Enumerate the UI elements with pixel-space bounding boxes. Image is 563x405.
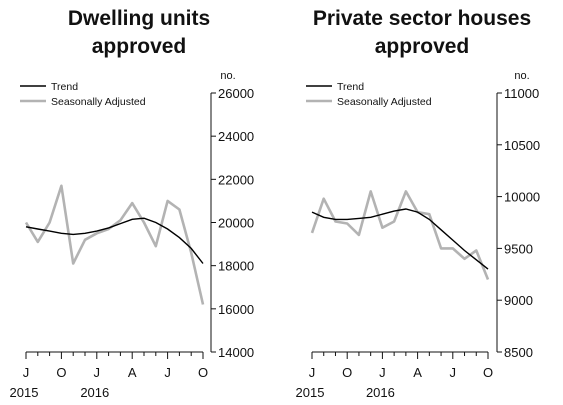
y-tick-label: 14000 <box>218 345 254 360</box>
y-tick-label: 10000 <box>504 190 540 205</box>
x-tick-label: J <box>309 365 316 380</box>
y-tick-label: 16000 <box>218 302 254 317</box>
legend-label-seasonally-adjusted: Seasonally Adjusted <box>337 96 432 108</box>
x-tick-label: J <box>379 365 386 380</box>
series-line-trend <box>311 208 489 270</box>
y-tick-label: 24000 <box>218 129 254 144</box>
legend-label-seasonally-adjusted: Seasonally Adjusted <box>51 96 146 108</box>
x-tick-label: J <box>450 365 457 380</box>
legend: Trend Seasonally Adjusted <box>306 81 432 108</box>
y-tick-label: 26000 <box>218 86 254 101</box>
y-axis: 11000 10500 10000 9500 9000 8500 <box>496 86 540 360</box>
unit-label: no. <box>220 70 235 82</box>
y-tick-label: 18000 <box>218 259 254 274</box>
legend-label-trend: Trend <box>337 81 364 93</box>
y-axis: 26000 24000 22000 20000 18000 16000 14000 <box>210 86 254 360</box>
plot-lines <box>24 184 205 305</box>
chart-title-line-2: approved <box>92 35 187 58</box>
x-tick-label: A <box>128 365 137 380</box>
y-tick-label: 9000 <box>504 293 533 308</box>
x-axis: J 2015 O J 2016 A J O <box>296 351 493 400</box>
chart-dwelling-units: Dwelling units approved no. Trend Season… <box>10 7 255 400</box>
y-tick-label: 20000 <box>218 216 254 231</box>
x-tick-label: J <box>23 365 30 380</box>
series-line-trend <box>25 217 204 264</box>
unit-label: no. <box>514 70 529 82</box>
x-tick-label: O <box>342 365 352 380</box>
series-line-seasonally-adjusted <box>24 184 205 305</box>
x-axis: J 2015 O J 2016 A J O <box>10 351 208 400</box>
x-tick-label: J <box>164 365 171 380</box>
plot-lines <box>310 190 490 280</box>
series-line-seasonally-adjusted <box>310 190 490 280</box>
legend: Trend Seasonally Adjusted <box>20 81 146 108</box>
chart-private-sector-houses: Private sector houses approved no. Trend… <box>296 7 541 400</box>
x-year-label: 2015 <box>296 385 325 400</box>
chart-title-line-2: approved <box>375 35 470 58</box>
legend-label-trend: Trend <box>51 81 78 93</box>
x-tick-label: J <box>94 365 101 380</box>
x-tick-label: O <box>198 365 208 380</box>
y-tick-label: 10500 <box>504 138 540 153</box>
y-tick-label: 8500 <box>504 345 533 360</box>
x-tick-label: A <box>413 365 422 380</box>
chart-title-line-1: Dwelling units <box>68 7 210 30</box>
y-tick-label: 9500 <box>504 241 533 256</box>
x-tick-label: O <box>483 365 493 380</box>
y-tick-label: 22000 <box>218 172 254 187</box>
chart-title-line-1: Private sector houses <box>313 7 531 30</box>
x-tick-label: O <box>56 365 66 380</box>
x-year-label: 2016 <box>80 385 109 400</box>
y-tick-label: 11000 <box>504 86 539 101</box>
x-year-label: 2016 <box>366 385 395 400</box>
x-year-label: 2015 <box>10 385 39 400</box>
